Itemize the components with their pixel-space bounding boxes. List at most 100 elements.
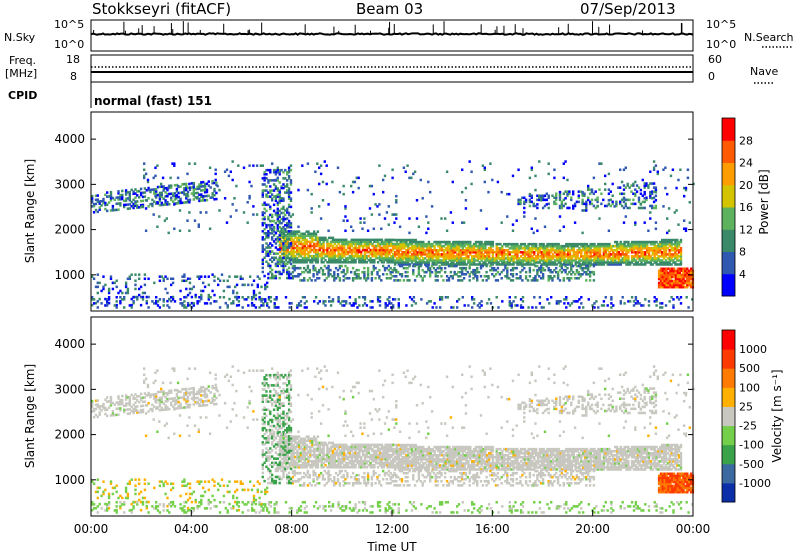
power-cell [684, 267, 687, 271]
power-cell [356, 248, 359, 252]
power-cell [358, 304, 361, 307]
power-cell [286, 276, 289, 280]
power-cell [593, 306, 596, 309]
power-cell [642, 253, 645, 256]
power-cell [280, 272, 283, 276]
power-cell [506, 242, 510, 246]
power-cell [356, 238, 359, 242]
power-cell [158, 298, 162, 301]
velocity-cell [215, 386, 218, 390]
power-cell [384, 256, 387, 260]
power-cell [625, 244, 628, 248]
power-cell [463, 240, 466, 244]
power-cell [183, 275, 186, 278]
power-cell [316, 236, 320, 240]
power-cell [450, 242, 453, 246]
power-cell [322, 250, 325, 254]
power-cell [431, 263, 434, 266]
power-cell [580, 302, 583, 305]
power-cell [557, 300, 560, 303]
power-cell [662, 253, 666, 256]
velocity-cell [158, 402, 162, 406]
power-cell [111, 207, 115, 210]
power-cell [271, 268, 274, 272]
power-cell [366, 277, 370, 280]
power-cell [661, 281, 664, 285]
power-cell [511, 268, 515, 272]
power-cell [213, 275, 216, 278]
power-cell [533, 251, 536, 254]
power-cell [590, 202, 594, 206]
power-cell [480, 300, 483, 303]
velocity-cell [188, 403, 192, 407]
power-cell [402, 266, 406, 270]
power-cell [208, 227, 212, 231]
power-cell [397, 298, 400, 301]
power-cell [657, 263, 660, 266]
power-cell [624, 198, 627, 202]
colorbar-segment [722, 273, 735, 297]
power-cell [459, 261, 463, 264]
power-cell [392, 261, 395, 264]
power-cell [119, 202, 122, 205]
power-cell [594, 206, 597, 210]
velocity-cell [213, 386, 216, 390]
power-cell [559, 247, 562, 250]
power-cell [314, 232, 318, 236]
power-cell [286, 183, 289, 186]
power-cell [661, 271, 664, 275]
power-cell [528, 192, 532, 196]
velocity-cell [179, 402, 182, 406]
power-cell [576, 242, 579, 246]
power-cell [340, 264, 343, 268]
power-cell [261, 211, 264, 214]
power-cell [514, 304, 517, 307]
power-cell [276, 179, 279, 182]
power-cell [276, 260, 279, 264]
power-cell [491, 273, 494, 276]
power-cell [303, 244, 306, 248]
power-cell [485, 227, 488, 231]
power-cell [269, 171, 272, 174]
power-cell [412, 259, 416, 262]
power-cell [312, 273, 315, 276]
power-cell [509, 279, 513, 282]
power-cell [623, 242, 626, 246]
power-cell [263, 221, 266, 225]
power-cell [647, 229, 650, 233]
power-cell [558, 190, 562, 194]
power-cell [166, 201, 169, 204]
power-cell [407, 251, 410, 254]
power-cell [378, 300, 382, 303]
power-cell [684, 275, 687, 279]
power-cell [207, 194, 210, 198]
power-cell [484, 240, 487, 244]
power-cell [544, 259, 547, 262]
power-cell [667, 273, 670, 277]
power-cell [592, 270, 596, 274]
power-cell [111, 281, 115, 285]
power-cell [109, 199, 113, 202]
power-cell [512, 263, 515, 266]
power-cell [442, 261, 446, 264]
power-cell [450, 247, 453, 250]
power-cell [548, 249, 551, 252]
power-cell [555, 263, 559, 266]
power-cell [663, 283, 666, 287]
power-cell [168, 298, 171, 301]
power-cell [512, 242, 515, 246]
power-cell [536, 253, 540, 256]
power-cell [646, 242, 649, 246]
power-cell [366, 273, 370, 276]
power-cell [470, 270, 473, 274]
power-cell [287, 213, 291, 217]
power-cell [297, 254, 301, 258]
power-cell [376, 250, 380, 254]
power-cell [358, 256, 361, 260]
power-cell [214, 172, 217, 176]
velocity-cell [186, 405, 190, 409]
power-cell [589, 257, 592, 260]
power-cell [100, 302, 103, 305]
power-cell [427, 244, 431, 248]
power-cell [469, 247, 472, 250]
